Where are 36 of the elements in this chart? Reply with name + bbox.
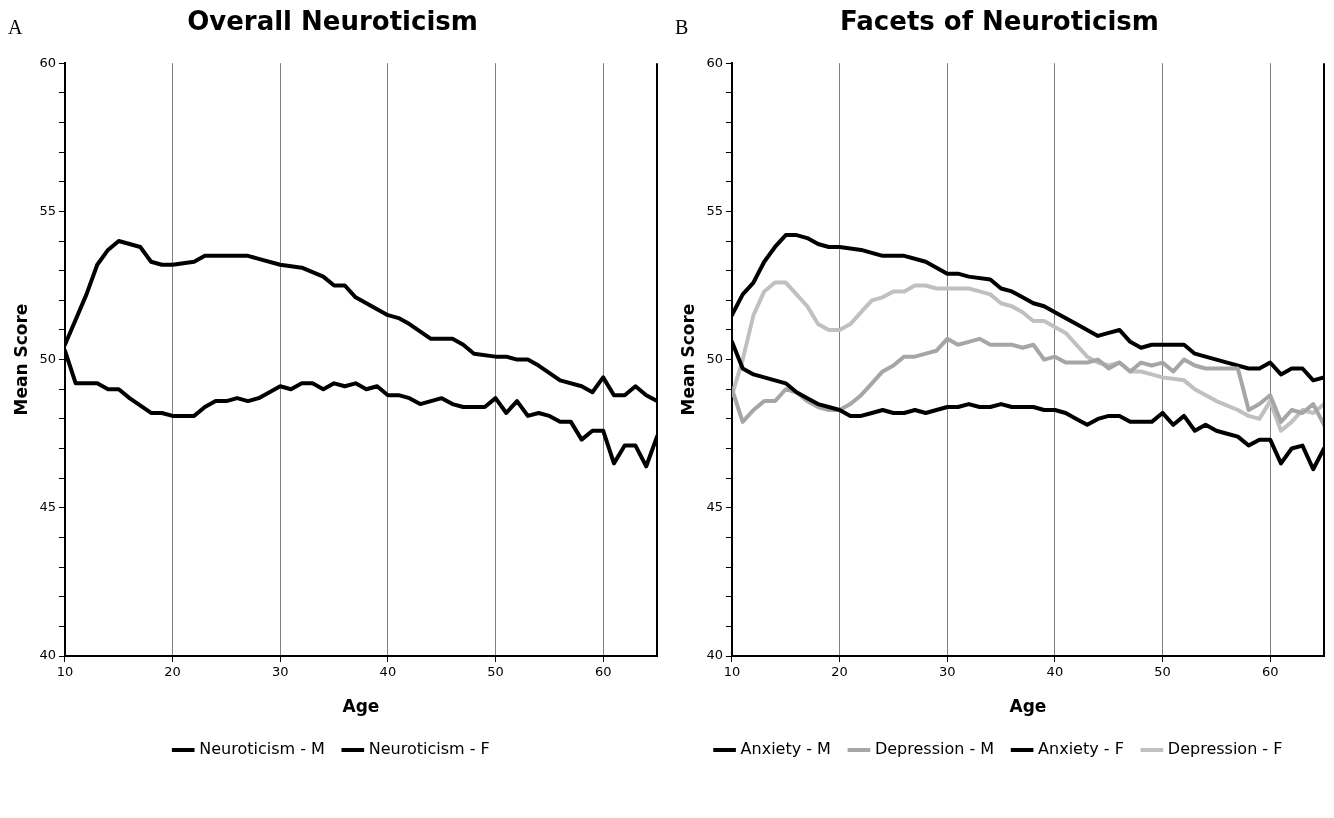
x-tick-label: 60 bbox=[1261, 664, 1279, 680]
y-tick-label: 45 bbox=[706, 499, 723, 515]
x-tick-label: 10 bbox=[56, 664, 74, 680]
y-axis-title: Mean Score bbox=[10, 303, 31, 416]
chart-title: Overall Neuroticism bbox=[187, 6, 478, 37]
legend-label: Anxiety - F bbox=[1038, 739, 1124, 759]
y-tick-label: 50 bbox=[39, 350, 56, 366]
x-tick-label: 50 bbox=[1154, 664, 1171, 680]
x-tick-label: 20 bbox=[164, 664, 181, 680]
text: B bbox=[675, 16, 689, 39]
legend-label: Depression - M bbox=[874, 739, 995, 759]
x-tick-label: 10 bbox=[723, 664, 741, 680]
x-tick-label: 40 bbox=[1046, 664, 1064, 680]
y-tick-label: 55 bbox=[706, 202, 723, 218]
x-axis-title: Age bbox=[1009, 696, 1047, 717]
chart-title: Facets of Neuroticism bbox=[840, 6, 1159, 37]
y-tick-label: 50 bbox=[706, 350, 723, 366]
x-tick-label: 60 bbox=[594, 664, 612, 680]
x-tick-label: 30 bbox=[271, 664, 289, 680]
legend-label: Neuroticism - M bbox=[199, 739, 325, 759]
legend-label: Anxiety - M bbox=[740, 739, 831, 759]
y-tick-label: 45 bbox=[39, 499, 56, 515]
y-tick-label: 55 bbox=[39, 202, 56, 218]
y-tick-label: 40 bbox=[39, 647, 56, 663]
x-tick-label: 20 bbox=[831, 664, 848, 680]
x-tick-label: 40 bbox=[379, 664, 397, 680]
y-tick-label: 40 bbox=[706, 647, 723, 663]
x-tick-label: 30 bbox=[938, 664, 956, 680]
y-axis-title: Mean Score bbox=[677, 303, 698, 416]
legend-label: Neuroticism - F bbox=[368, 739, 490, 759]
x-axis-title: Age bbox=[342, 696, 380, 717]
legend-label: Depression - F bbox=[1167, 739, 1283, 759]
y-tick-label: 60 bbox=[39, 54, 56, 70]
text: A bbox=[8, 16, 23, 39]
y-tick-label: 60 bbox=[706, 54, 723, 70]
x-tick-label: 50 bbox=[487, 664, 504, 680]
